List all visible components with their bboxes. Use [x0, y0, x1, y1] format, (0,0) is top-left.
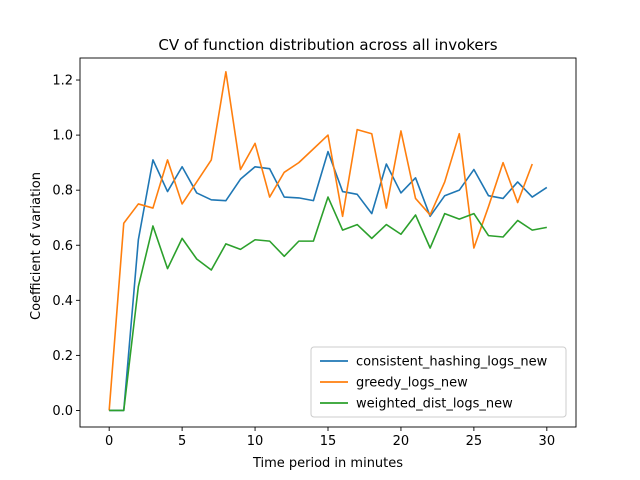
- y-axis-label: Coefficient of variation: [29, 172, 44, 320]
- y-tick-label: 0.6: [52, 239, 73, 254]
- y-tick-label: 0.0: [52, 404, 73, 419]
- y-tick-label: 1.0: [52, 129, 73, 144]
- legend-box: [310, 346, 567, 418]
- legend-entry-label: consistent_hashing_logs_new: [356, 355, 548, 370]
- legend-entry-label: greedy_logs_new: [356, 376, 468, 391]
- x-tick-label: 10: [247, 434, 264, 449]
- y-tick-label: 0.2: [52, 349, 73, 364]
- chart-title: CV of function distribution across all i…: [158, 36, 497, 54]
- y-tick-label: 0.8: [52, 184, 73, 199]
- x-tick-label: 30: [539, 434, 556, 449]
- series-line-weighted_dist_logs_new: [109, 196, 547, 412]
- x-tick-label: 5: [178, 434, 186, 449]
- x-tick-label: 0: [105, 434, 113, 449]
- x-tick-label: 15: [320, 434, 337, 449]
- x-tick-label: 20: [393, 434, 410, 449]
- series-line-greedy_logs_new: [108, 70, 533, 411]
- plot-area: 0 5 10 15 20 25 30 0.0 0.2 0.4 0.6 0.8 1.0 1.2 consist…: [52, 57, 577, 449]
- x-tick-label: 25: [466, 434, 483, 449]
- y-tick-label: 0.4: [52, 294, 73, 309]
- legend-entry-label: weighted_dist_logs_new: [356, 397, 513, 412]
- y-tick-label: 1.2: [52, 74, 73, 89]
- series-line-consistent_hashing_logs_new: [109, 150, 548, 412]
- x-axis-label: Time period in minutes: [252, 456, 403, 471]
